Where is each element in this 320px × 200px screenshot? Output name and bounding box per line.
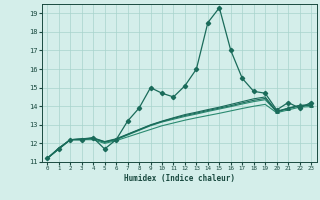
X-axis label: Humidex (Indice chaleur): Humidex (Indice chaleur) [124,174,235,183]
